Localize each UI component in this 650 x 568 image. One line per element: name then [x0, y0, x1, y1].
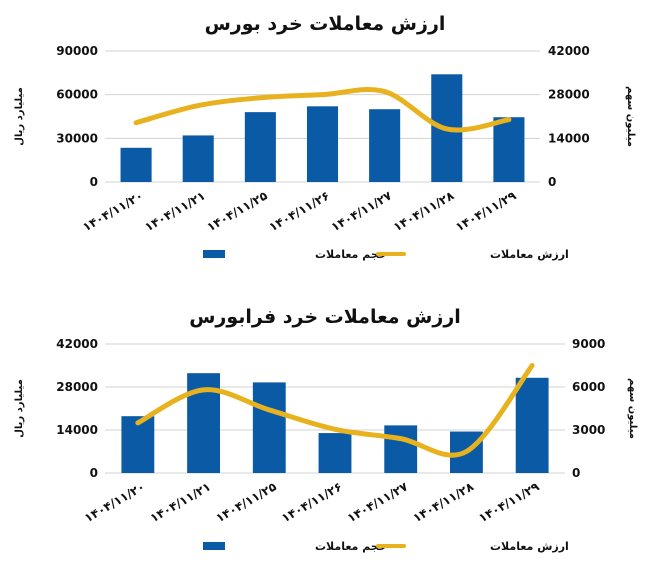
- y-tick-label-left: 90000: [56, 44, 98, 58]
- bar: [384, 425, 418, 473]
- bar: [515, 377, 549, 473]
- y-tick-label-right: 28000: [548, 88, 590, 102]
- y-tick-label-right: 9000: [572, 337, 605, 351]
- y-tick-label-left: 0: [90, 175, 98, 189]
- y-axis-label-left: میلیارد ریال: [14, 379, 25, 438]
- y-tick-label-right: 6000: [572, 380, 605, 394]
- chart-2: ارزش معاملات خرد فرابورس 0 0 14000 3000 28000…: [14, 306, 638, 553]
- legend: حجم معاملات ارزش معاملات: [203, 540, 569, 553]
- x-tick-label: ۱۴۰۴/۱۱/۲۷: [345, 479, 411, 525]
- chart-title: ارزش معاملات خرد بورس: [205, 13, 446, 35]
- x-tick-label: ۱۴۰۴/۱۱/۲۱: [142, 188, 207, 234]
- bar: [369, 109, 401, 182]
- y-axis-label-right: میلیون سهم: [625, 86, 636, 147]
- bar: [252, 382, 286, 473]
- x-tick-label: ۱۴۰۴/۱۱/۲۸: [391, 188, 457, 234]
- x-tick-label: ۱۴۰۴/۱۱/۲۸: [411, 479, 477, 525]
- x-tick-label: ۱۴۰۴/۱۱/۲۶: [267, 188, 332, 234]
- x-tick-label: ۱۴۰۴/۱۱/۲۰: [80, 188, 145, 234]
- chart-1: ارزش معاملات خرد بورس 0 0 30000 14000 60000 28…: [14, 13, 636, 261]
- y-tick-label-right: 0: [572, 466, 580, 480]
- y-tick-label-left: 42000: [56, 337, 98, 351]
- legend-bar-swatch: [203, 542, 225, 550]
- y-tick-label-right: 14000: [548, 131, 590, 145]
- y-tick-label-left: 0: [90, 466, 98, 480]
- legend-line-label: ارزش معاملات: [490, 540, 569, 553]
- x-tick-label: ۱۴۰۴/۱۱/۲۶: [279, 479, 344, 525]
- legend-bar-label: حجم معاملات: [315, 540, 387, 553]
- x-tick-label: ۱۴۰۴/۱۱/۲۰: [82, 479, 147, 525]
- x-tick-label: ۱۴۰۴/۱۱/۲۵: [205, 188, 270, 234]
- y-axis-label-left: میلیارد ریال: [14, 87, 25, 146]
- chart-title: ارزش معاملات خرد فرابورس: [189, 306, 461, 328]
- legend-bar-swatch: [203, 250, 225, 258]
- legend-line-label: ارزش معاملات: [490, 248, 569, 261]
- y-tick-label-left: 28000: [56, 380, 98, 394]
- x-tick-label: ۱۴۰۴/۱۱/۲۹: [476, 479, 542, 525]
- bar: [244, 112, 276, 182]
- bar: [318, 433, 352, 473]
- y-tick-label-right: 42000: [548, 44, 590, 58]
- y-tick-label-left: 30000: [56, 131, 98, 145]
- legend-bar-label: حجم معاملات: [315, 248, 387, 261]
- bar: [306, 106, 339, 182]
- x-tick-label: ۱۴۰۴/۱۱/۲۷: [329, 188, 395, 234]
- bar: [120, 147, 152, 182]
- y-tick-label-right: 0: [548, 175, 556, 189]
- x-tick-label: ۱۴۰۴/۱۱/۲۹: [453, 188, 519, 234]
- bar: [493, 117, 525, 182]
- y-tick-label-left: 60000: [56, 88, 98, 102]
- y-axis-label-right: میلیون سهم: [627, 378, 638, 439]
- legend: حجم معاملات ارزش معاملات: [203, 248, 569, 261]
- y-tick-label-left: 14000: [56, 423, 98, 437]
- bar: [182, 135, 214, 182]
- y-tick-label-right: 3000: [572, 423, 605, 437]
- x-tick-label: ۱۴۰۴/۱۱/۲۵: [213, 479, 278, 525]
- x-tick-label: ۱۴۰۴/۱۱/۲۱: [148, 479, 213, 525]
- bar: [121, 416, 155, 473]
